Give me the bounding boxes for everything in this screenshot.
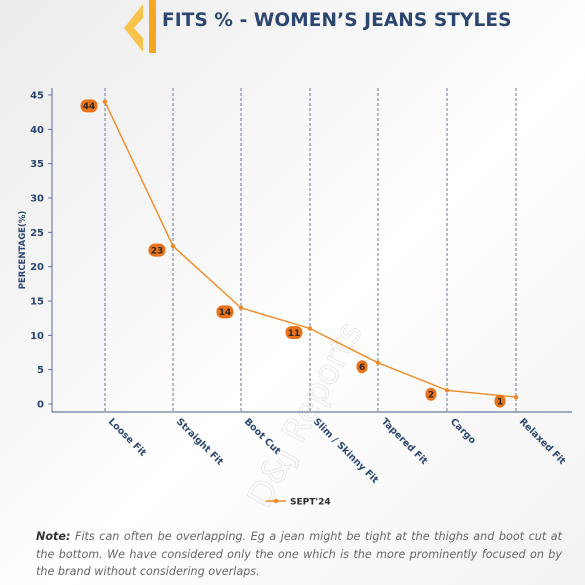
x-tick-label: Tapered Fit <box>379 416 430 467</box>
data-label-bg <box>356 360 368 374</box>
data-label-bg <box>494 394 506 408</box>
footnote: Note: Fits can often be overlapping. Eg … <box>36 528 562 581</box>
line-chart: D&J Reports 0 5 10 15 20 25 30 35 40 45 PERCENTAGE(… <box>18 88 572 510</box>
x-tick-label: Slim / Skinny Fit <box>311 416 381 486</box>
data-label: 11 <box>288 329 301 339</box>
data-label: 23 <box>151 246 164 256</box>
data-label: 2 <box>428 391 434 401</box>
data-point <box>102 99 108 105</box>
y-tick-label: 15 <box>30 297 44 308</box>
data-point <box>238 305 244 311</box>
legend-label: SEPT'24 <box>290 498 331 508</box>
y-tick-label: 40 <box>30 125 44 136</box>
y-tick-label: 20 <box>30 262 44 273</box>
data-label-bg <box>80 99 98 113</box>
data-label-bg <box>285 325 303 339</box>
data-label: 14 <box>219 308 232 318</box>
chart-title: FITS % - WOMEN’S JEANS STYLES <box>162 10 512 31</box>
data-label-bg <box>148 243 166 257</box>
data-point <box>513 394 519 400</box>
x-tick-label: Relaxed Fit <box>517 416 568 467</box>
data-label: 1 <box>497 397 503 407</box>
x-tick-label: Cargo <box>448 416 478 446</box>
data-point <box>375 360 381 365</box>
y-tick-label: 5 <box>37 365 44 376</box>
y-tick-label: 10 <box>30 331 44 342</box>
title-accent-icon <box>124 0 156 53</box>
y-tick-label: 30 <box>30 194 44 205</box>
series-line <box>104 101 517 398</box>
y-tick-label: 0 <box>37 400 44 411</box>
data-label-bg <box>425 387 437 401</box>
x-tick-label: Loose Fit <box>106 416 149 459</box>
x-tick-label: Straight Fit <box>174 416 226 468</box>
y-tick-label: 45 <box>30 91 44 102</box>
y-axis-title: PERCENTAGE(%) <box>18 211 28 290</box>
data-point <box>170 243 176 249</box>
data-point <box>444 388 450 393</box>
data-label-bg <box>216 305 234 319</box>
legend-marker <box>273 498 279 504</box>
data-label: 6 <box>359 363 365 373</box>
footnote-label: Note: <box>36 530 71 543</box>
data-point <box>307 326 313 331</box>
footnote-text: Fits can often be overlapping. Eg a jean… <box>36 530 562 578</box>
data-label: 44 <box>83 102 96 112</box>
y-tick-label: 25 <box>30 228 44 239</box>
watermark-text: D&J Reports <box>240 315 371 510</box>
y-tick-label: 35 <box>30 159 44 170</box>
